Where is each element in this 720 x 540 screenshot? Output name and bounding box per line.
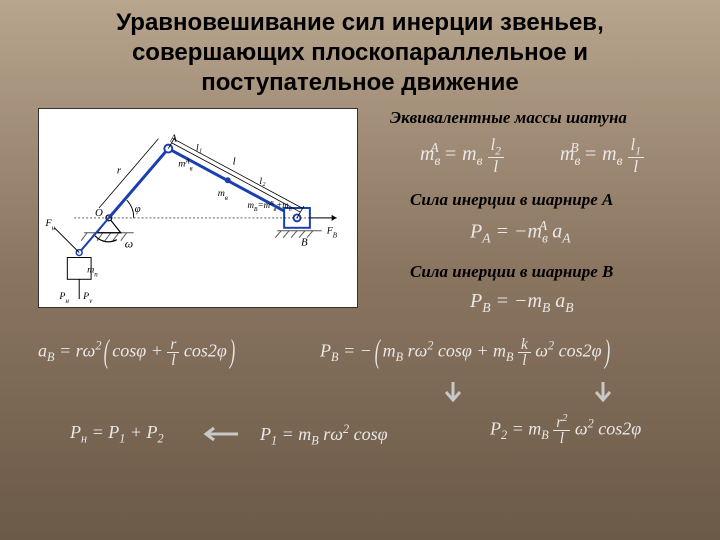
heading-equiv-masses: Эквивалентные массы шатуна (390, 108, 627, 128)
label-omega: ω (125, 237, 133, 251)
formula-P1: P1 = mB rω2 cosφ (260, 422, 388, 449)
formula-aB: aB = rω2(cosφ + rl cos2φ) (38, 334, 238, 371)
arrow-left (200, 424, 240, 444)
label-phi: φ (135, 203, 141, 215)
label-B: B (301, 237, 308, 249)
formula-mA: mвA = mв l2l (420, 136, 504, 175)
formula-PB: PB = −mB aB (470, 290, 574, 316)
heading-force-B: Сила инерции в шарнире В (410, 262, 613, 282)
title-line-3: поступательное движение (40, 68, 680, 98)
formula-mB: mвB = mв l1l (560, 136, 644, 175)
label-Fn: Fн (45, 218, 56, 231)
label-Pn: Pн (58, 291, 69, 305)
label-mv: mв (218, 188, 228, 202)
label-FB: FB (326, 226, 338, 240)
title-line-1: Уравновешивание сил инерции звеньев, (40, 8, 680, 38)
formula-PA: PA = −mвA aA (470, 218, 571, 247)
arrow-down-1 (440, 380, 466, 406)
label-Pv: Pv (82, 291, 93, 305)
label-l1: l₁ (196, 143, 202, 154)
label-l: l (233, 155, 236, 167)
content-area: A B O l l₁ l₂ r φ ω mAв mв mB=mBв+mп Fн … (0, 102, 720, 532)
label-l2: l₂ (259, 176, 266, 187)
formula-PBexp: PB = −(mB rω2 cosφ + mB kl ω2 cos2φ) (320, 334, 612, 371)
formula-P2: P2 = mB r2l ω2 cos2φ (490, 414, 641, 447)
label-r: r (117, 164, 122, 176)
label-A: A (169, 133, 177, 145)
label-O: O (95, 207, 103, 219)
formula-Pn: Pн = P1 + P2 (70, 422, 164, 447)
title-line-2: совершающих плоскопараллельное и (40, 38, 680, 68)
mechanism-diagram: A B O l l₁ l₂ r φ ω mAв mв mB=mBв+mп Fн … (38, 108, 358, 308)
arrow-down-2 (590, 380, 616, 406)
heading-force-A: Сила инерции в шарнире А (410, 190, 613, 210)
